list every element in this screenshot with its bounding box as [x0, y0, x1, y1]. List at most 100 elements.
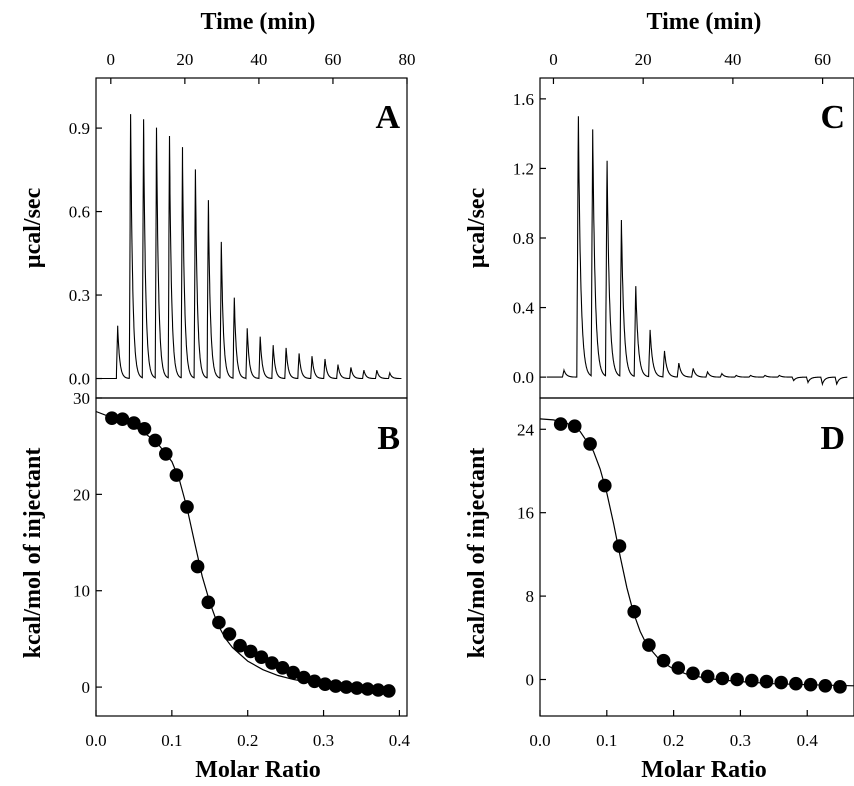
data-point-panel-d: [671, 661, 686, 675]
data-point-panel-b: [254, 650, 269, 664]
x-tick-label-panel-c: 60: [814, 50, 831, 69]
y-tick-label-panel-c: 0.0: [513, 368, 534, 387]
y-axis-title-panel-c: µcal/sec: [464, 187, 490, 268]
data-point-panel-b: [265, 656, 279, 670]
y-tick-label-panel-a: 0.9: [69, 119, 90, 138]
thermogram-trace-panel-a: [101, 114, 402, 380]
data-point-panel-b: [148, 433, 162, 448]
y-tick-label-panel-d: 0: [526, 671, 535, 690]
plot-frame-panel-b: [95, 397, 408, 717]
fit-curve-panel-d: [539, 418, 854, 687]
bottom-axis-title-left: Molar Ratio: [195, 757, 321, 783]
y-tick-label-panel-a: 0.3: [69, 286, 90, 305]
data-point-panel-b: [318, 677, 332, 691]
thermogram-trace-panel-c: [546, 116, 848, 387]
data-point-panel-b: [286, 665, 301, 680]
y-tick-label-panel-b: 20: [73, 485, 90, 504]
y-tick-label-panel-d: 8: [526, 587, 535, 606]
panel-letter-d: D: [820, 420, 845, 457]
x-tick-label-panel-d: 0.3: [730, 731, 751, 750]
data-point-panel-d: [833, 680, 847, 694]
data-point-panel-d: [759, 674, 774, 689]
data-point-panel-b: [137, 422, 152, 436]
panel-letter-b: B: [377, 420, 400, 457]
data-point-panel-b: [297, 670, 311, 685]
data-point-panel-d: [803, 677, 818, 692]
y-tick-label-panel-d: 16: [517, 504, 534, 523]
data-point-panel-d: [789, 676, 803, 691]
data-point-panel-d: [567, 419, 582, 434]
y-tick-label-panel-b: 30: [73, 389, 90, 408]
data-point-panel-d: [715, 671, 730, 686]
data-point-panel-d: [627, 604, 641, 619]
y-tick-label-panel-c: 1.2: [513, 159, 534, 178]
x-tick-label-panel-a: 0: [107, 50, 116, 69]
data-point-panel-b: [233, 638, 247, 653]
x-tick-label-panel-b: 0.0: [85, 731, 106, 750]
data-point-panel-b: [115, 412, 130, 427]
data-point-panel-b: [159, 447, 173, 461]
data-point-panel-b: [105, 411, 119, 426]
data-point-panel-b: [307, 674, 322, 689]
data-point-panel-b: [212, 615, 226, 630]
x-tick-label-panel-b: 0.1: [161, 731, 182, 750]
data-point-panel-d: [700, 669, 715, 684]
bottom-axis-title-right: Molar Ratio: [641, 757, 767, 783]
data-point-panel-d: [745, 673, 759, 688]
panel-letter-c: C: [820, 99, 845, 136]
x-tick-label-panel-c: 20: [635, 50, 652, 69]
data-point-panel-b: [328, 679, 343, 693]
plot-frame-panel-c: [539, 77, 854, 399]
x-tick-label-panel-a: 80: [399, 50, 416, 69]
data-point-panel-b: [190, 559, 205, 574]
x-tick-label-panel-c: 40: [724, 50, 741, 69]
data-point-panel-d: [598, 478, 612, 493]
y-tick-label-panel-a: 0.6: [69, 203, 90, 222]
data-point-panel-b: [350, 681, 364, 695]
data-point-panel-d: [553, 417, 568, 431]
data-point-panel-b: [382, 684, 396, 698]
data-point-panel-d: [642, 638, 656, 652]
data-point-panel-d: [774, 675, 788, 690]
y-axis-title-panel-b: kcal/mol of injectant: [20, 448, 46, 659]
data-point-panel-b: [201, 595, 216, 610]
y-tick-label-panel-b: 0: [82, 678, 91, 697]
data-point-panel-d: [583, 437, 597, 451]
data-point-panel-b: [275, 661, 290, 675]
x-tick-label-panel-d: 0.2: [663, 731, 684, 750]
data-point-panel-d: [730, 672, 744, 687]
data-point-panel-b: [243, 644, 258, 659]
data-point-panel-b: [222, 627, 237, 641]
data-point-panel-b: [169, 468, 184, 482]
panel-letter-a: A: [375, 99, 400, 136]
x-tick-label-panel-d: 0.4: [797, 731, 819, 750]
data-point-panel-b: [180, 500, 194, 514]
x-tick-label-panel-b: 0.3: [313, 731, 334, 750]
y-tick-label-panel-c: 1.6: [513, 90, 534, 109]
y-tick-label-panel-a: 0.0: [69, 370, 90, 389]
plot-frame-panel-d: [539, 397, 854, 717]
x-tick-label-panel-a: 60: [324, 50, 341, 69]
data-point-panel-d: [686, 666, 700, 681]
y-tick-label-panel-b: 10: [73, 582, 90, 601]
x-tick-label-panel-d: 0.1: [596, 731, 617, 750]
x-tick-label-panel-b: 0.2: [237, 731, 258, 750]
data-point-panel-d: [818, 679, 833, 693]
top-axis-title-left: Time (min): [201, 9, 316, 35]
data-point-panel-b: [371, 683, 386, 697]
x-tick-label-panel-a: 40: [250, 50, 267, 69]
data-point-panel-b: [127, 416, 141, 430]
data-point-panel-d: [612, 539, 627, 553]
x-tick-label-panel-d: 0.0: [529, 731, 550, 750]
y-tick-label-panel-c: 0.4: [513, 299, 535, 318]
data-point-panel-d: [656, 653, 671, 668]
x-tick-label-panel-b: 0.4: [389, 731, 411, 750]
y-axis-title-panel-d: kcal/mol of injectant: [464, 448, 490, 659]
y-tick-label-panel-d: 24: [517, 420, 535, 439]
data-point-panel-b: [360, 682, 375, 696]
top-axis-title-right: Time (min): [647, 9, 762, 35]
y-axis-title-panel-a: µcal/sec: [20, 187, 46, 268]
y-tick-label-panel-c: 0.8: [513, 229, 534, 248]
